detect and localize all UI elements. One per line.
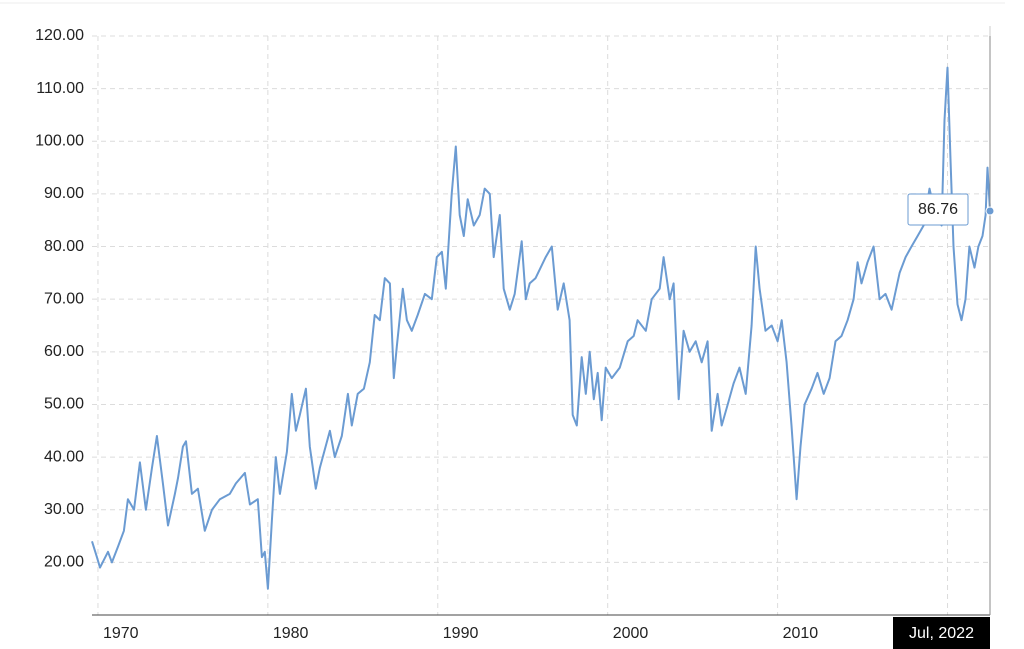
y-tick-label: 20.00 xyxy=(44,554,84,571)
x-tick-label: 1980 xyxy=(273,625,309,642)
crosshair-x-label: Jul, 2022 xyxy=(909,625,974,642)
y-tick-label: 50.00 xyxy=(44,396,84,413)
y-tick-label: 40.00 xyxy=(44,448,84,465)
x-tick-label: 1990 xyxy=(443,625,479,642)
y-tick-label: 80.00 xyxy=(44,238,84,255)
y-tick-label: 90.00 xyxy=(44,185,84,202)
y-tick-label: 100.00 xyxy=(35,132,84,149)
crosshair-x-box xyxy=(893,617,990,649)
y-tick-label: 110.00 xyxy=(36,80,84,97)
y-tick-label: 60.00 xyxy=(44,343,84,360)
x-tick-label: 2010 xyxy=(783,625,819,642)
tooltip-box xyxy=(907,193,969,226)
data-line xyxy=(91,66,991,590)
y-tick-label: 30.00 xyxy=(44,501,84,518)
x-tick-label: 2000 xyxy=(613,625,649,642)
x-tick-label: 1970 xyxy=(103,625,139,642)
hover-marker xyxy=(985,206,995,216)
tooltip-label: 86.76 xyxy=(918,201,958,218)
y-tick-label: 120.00 xyxy=(35,27,84,44)
y-tick-label: 70.00 xyxy=(44,290,84,307)
